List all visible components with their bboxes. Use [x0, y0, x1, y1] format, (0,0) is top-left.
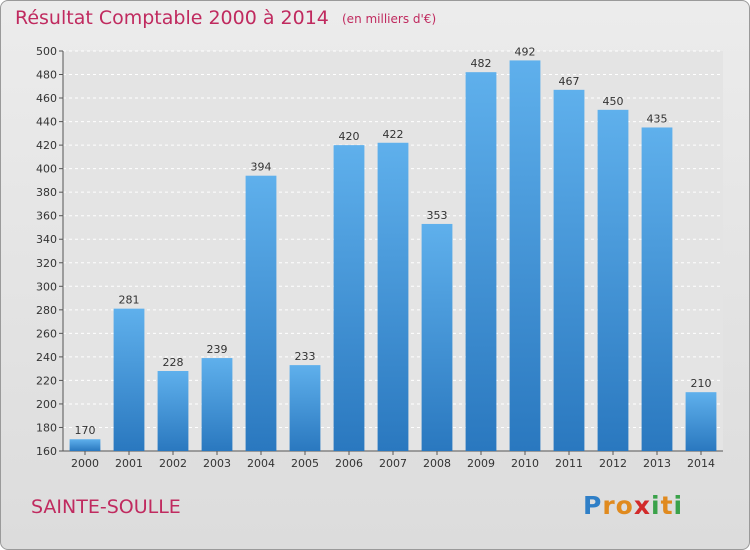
data-label: 228	[163, 356, 184, 369]
y-tick-label: 440	[36, 116, 57, 129]
data-label: 281	[119, 294, 140, 307]
bar	[245, 175, 277, 452]
chart-subtitle: (en milliers d'€)	[342, 12, 437, 26]
y-tick-label: 260	[36, 327, 57, 340]
data-label: 482	[471, 57, 492, 70]
logo-letter: o	[615, 491, 634, 520]
y-tick-label: 160	[36, 445, 57, 458]
y-tick-label: 380	[36, 186, 57, 199]
data-label: 239	[207, 343, 228, 356]
y-tick-label: 300	[36, 280, 57, 293]
data-label: 492	[515, 45, 536, 58]
x-tick-label: 2006	[335, 457, 363, 470]
data-label: 394	[251, 161, 272, 174]
y-tick-label: 180	[36, 421, 57, 434]
data-label: 420	[339, 130, 360, 143]
data-label: 422	[383, 128, 404, 141]
x-tick-label: 2014	[687, 457, 715, 470]
logo-letter: i	[673, 491, 684, 520]
x-tick-label: 2001	[115, 457, 143, 470]
x-tick-label: 2013	[643, 457, 671, 470]
y-tick-label: 360	[36, 210, 57, 223]
bar	[509, 60, 541, 451]
data-label: 170	[75, 424, 96, 437]
x-tick-label: 2004	[247, 457, 275, 470]
y-tick-label: 480	[36, 69, 57, 82]
y-tick-label: 280	[36, 304, 57, 317]
y-tick-label: 460	[36, 92, 57, 105]
x-tick-label: 2008	[423, 457, 451, 470]
x-tick-label: 2000	[71, 457, 99, 470]
data-label: 450	[603, 95, 624, 108]
bar	[69, 439, 101, 451]
proxiti-logo[interactable]: Proxiti	[583, 491, 683, 520]
x-tick-label: 2009	[467, 457, 495, 470]
x-tick-label: 2002	[159, 457, 187, 470]
bar	[597, 109, 629, 451]
y-tick-label: 340	[36, 233, 57, 246]
bar	[333, 145, 365, 451]
x-tick-label: 2005	[291, 457, 319, 470]
bar	[641, 127, 673, 452]
data-label: 435	[647, 112, 668, 125]
y-tick-label: 220	[36, 374, 57, 387]
bar	[465, 72, 497, 452]
bar	[421, 223, 453, 451]
y-tick-label: 320	[36, 257, 57, 270]
x-tick-label: 2012	[599, 457, 627, 470]
y-tick-label: 400	[36, 163, 57, 176]
bar	[201, 358, 233, 451]
logo-letter: t	[660, 491, 674, 520]
y-tick-label: 420	[36, 139, 57, 152]
commune-name: SAINTE-SOULLE	[31, 496, 181, 518]
logo-letter: i	[651, 491, 661, 520]
data-label: 233	[295, 350, 316, 363]
bar	[289, 365, 321, 451]
bar	[553, 89, 585, 451]
y-tick-label: 200	[36, 398, 57, 411]
data-label: 353	[427, 209, 448, 222]
logo-letter: P	[583, 491, 603, 520]
chart-title: Résultat Comptable 2000 à 2014	[15, 7, 329, 29]
data-label: 467	[559, 75, 580, 88]
x-tick-label: 2007	[379, 457, 407, 470]
bar	[685, 392, 717, 451]
logo-letter: r	[602, 491, 616, 520]
bar	[157, 371, 189, 451]
bar	[113, 308, 145, 451]
x-tick-label: 2010	[511, 457, 539, 470]
logo-letter: x	[633, 491, 651, 520]
bar	[377, 142, 409, 451]
x-tick-label: 2003	[203, 457, 231, 470]
data-label: 210	[691, 377, 712, 390]
y-tick-label: 240	[36, 351, 57, 364]
x-tick-label: 2011	[555, 457, 583, 470]
y-tick-label: 500	[36, 45, 57, 58]
